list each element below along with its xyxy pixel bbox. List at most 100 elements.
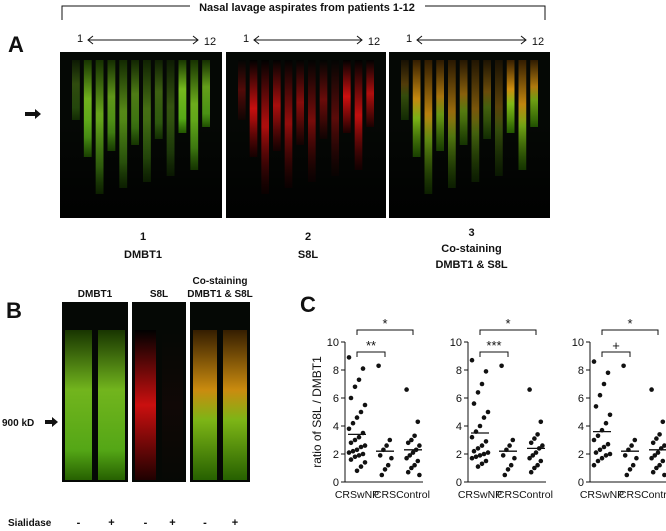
header: Nasal lavage aspirates from patients 1-1… (199, 2, 415, 14)
dot (535, 462, 540, 468)
lane-label: DMBT1 (78, 289, 113, 300)
dot (528, 440, 534, 446)
dot (528, 469, 534, 475)
dot (530, 453, 536, 458)
sig-bracket (479, 329, 537, 335)
dot (384, 443, 389, 448)
y-tick-label: 6 (578, 393, 584, 405)
lane (83, 60, 92, 157)
range-end: 12 (532, 36, 544, 48)
lane (249, 60, 258, 157)
y-tick-label: 8 (456, 365, 462, 377)
x-tick-label: CRSwNP (458, 489, 502, 501)
sig-label: *** (486, 338, 501, 353)
dot (412, 462, 417, 468)
blots-b (62, 302, 250, 482)
dot (505, 467, 511, 472)
dot (621, 363, 626, 369)
dot (346, 355, 352, 360)
lane (72, 60, 80, 120)
lane (238, 60, 246, 120)
x-tick-label: CRS (619, 489, 641, 501)
dot (475, 446, 481, 451)
dot (385, 462, 391, 468)
dot (387, 437, 393, 443)
dot (360, 366, 366, 371)
dot (500, 453, 506, 458)
dot (538, 458, 544, 464)
dot (597, 447, 603, 453)
sign: + (108, 517, 114, 529)
lane (412, 60, 421, 157)
dot (352, 454, 358, 460)
dot (591, 462, 597, 468)
dot (379, 472, 385, 478)
dot (538, 419, 544, 425)
fade (389, 120, 550, 218)
y-tick-label: 0 (456, 477, 462, 489)
lane (483, 60, 491, 139)
dot (527, 387, 532, 392)
caption: DMBT1 (124, 249, 162, 261)
sig-bracket (356, 351, 386, 357)
sig-label: * (627, 316, 632, 331)
dot (603, 420, 609, 426)
dot (410, 450, 416, 455)
dot (650, 440, 656, 446)
sig-label: * (505, 316, 510, 331)
dot (404, 387, 409, 392)
lane (190, 60, 199, 170)
sig-bracket (356, 329, 414, 335)
lane (436, 60, 444, 151)
arrow (45, 417, 58, 427)
dot (354, 415, 360, 420)
range-start: 1 (406, 33, 412, 45)
y-tick-label: 2 (333, 449, 339, 461)
sig-label: * (382, 316, 387, 331)
dot (377, 453, 383, 458)
dot (471, 401, 477, 406)
dot (591, 359, 597, 364)
dot (479, 381, 485, 387)
dot (471, 448, 477, 454)
dot (469, 357, 475, 363)
dot (350, 420, 356, 426)
sign: - (203, 517, 207, 529)
treatment-signs: - + - + - + (77, 517, 239, 529)
dot (630, 462, 636, 468)
dot (605, 441, 611, 447)
range-arrow (416, 35, 527, 45)
dot (473, 454, 479, 460)
dot (533, 450, 539, 455)
lane (530, 60, 538, 127)
dot (629, 443, 634, 448)
captions-a: 1 12 1 DMBT1 1 12 2 S8L 1 12 3 Co-staining DMBT1 & S… (77, 33, 544, 271)
header-bg (190, 1, 425, 13)
dot (356, 434, 362, 440)
x-tick-label: Control (641, 489, 666, 501)
dot (485, 450, 491, 455)
range-start: 1 (243, 33, 249, 45)
lane-label: Co-staining (193, 276, 248, 287)
lane (65, 330, 92, 480)
range-start: 1 (77, 33, 83, 45)
lane (166, 60, 175, 176)
dot (362, 443, 368, 448)
dot (352, 384, 358, 390)
lane (154, 60, 163, 139)
dot (412, 433, 417, 439)
x-tick-label: Control (519, 489, 553, 501)
y-tick-label: 10 (327, 337, 339, 349)
dot (634, 455, 639, 461)
dot (532, 465, 537, 471)
y-tick-label: 2 (456, 449, 462, 461)
sign: + (169, 517, 175, 529)
fade (60, 120, 222, 218)
dot (481, 415, 487, 420)
lane (273, 60, 281, 151)
dot (479, 443, 485, 448)
y-tick-label: 6 (456, 393, 462, 405)
dot (627, 467, 633, 472)
caption: S8L (298, 249, 318, 261)
dot (354, 468, 360, 474)
